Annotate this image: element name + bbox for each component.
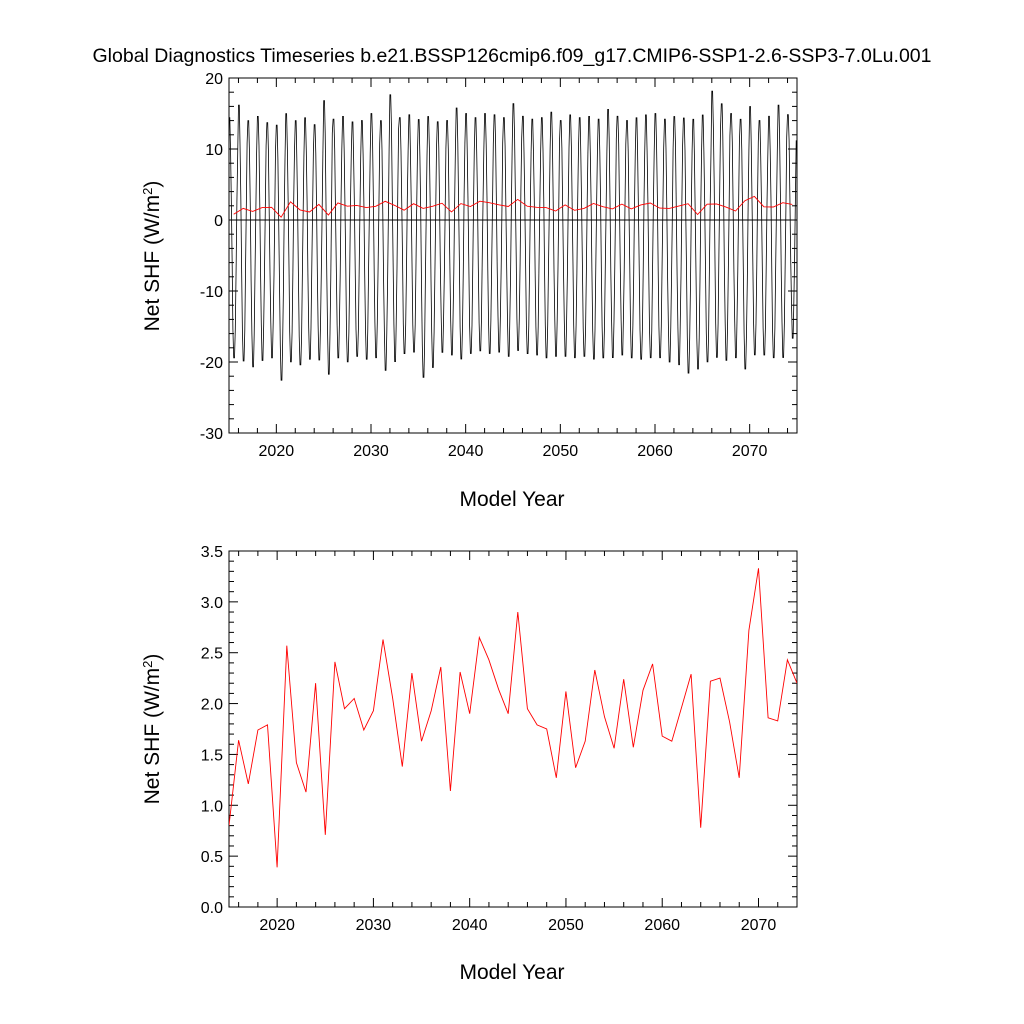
x-tick-label: 2030: [353, 443, 389, 460]
y-tick-label: 1.5: [201, 747, 223, 764]
annual-net-shf-chart: 2020 2030 2040 2050 2060 2070 0.0 0.5 1.0 1.5 2.0 2…: [140, 544, 798, 984]
y-tick-label: 3.5: [201, 544, 223, 561]
chart-title: Global Diagnostics Timeseries b.e21.BSSP…: [93, 45, 932, 67]
plot-frame: [228, 77, 798, 434]
y-tick-label: 0.0: [201, 900, 223, 917]
y-tick-label: 2.0: [201, 697, 223, 714]
x-tick-label: 2060: [637, 443, 673, 460]
x-tick-label: 2040: [452, 917, 488, 934]
y-tick-label: 2.5: [201, 646, 223, 663]
x-tick-label: 2070: [741, 917, 777, 934]
y-tick-label: 20: [205, 71, 223, 88]
x-tick-label: 2070: [732, 443, 768, 460]
x-tick-label: 2060: [644, 917, 680, 934]
x-axis-label-bottom: Model Year: [459, 961, 564, 984]
x-tick-label: 2030: [356, 917, 392, 934]
y-axis-label-top: Net SHF (W/m2): [140, 181, 165, 332]
plot-area-bottom: 2020 2030 2040 2050 2060 2070 0.0 0.5 1.0 1.5 2.0 2…: [201, 544, 798, 934]
x-tick-label: 2050: [543, 443, 579, 460]
y-tick-label: 0: [214, 213, 223, 230]
y-tick-label: 0.5: [201, 849, 223, 866]
y-tick-label: -10: [200, 284, 223, 301]
y-axis-label-bottom: Net SHF (W/m2): [140, 654, 165, 805]
y-tick-label: -30: [200, 426, 223, 443]
x-tick-label: 2020: [259, 443, 295, 460]
y-tick-label: 1.0: [201, 798, 223, 815]
y-tick-label: -20: [200, 355, 223, 372]
y-tick-label: 10: [205, 142, 223, 159]
x-tick-label: 2020: [259, 917, 295, 934]
x-tick-label: 2040: [448, 443, 484, 460]
plot-frame: [228, 550, 798, 908]
x-tick-label: 2050: [548, 917, 584, 934]
annual-mean-series-line: [229, 568, 797, 868]
plot-area-top: 2020 2030 2040 2050 2060 2070 -30 -20 -10 0 10 20: [200, 71, 798, 460]
monthly-series-line: [229, 90, 797, 381]
monthly-net-shf-chart: 2020 2030 2040 2050 2060 2070 -30 -20 -10 0 10 20 M…: [140, 71, 798, 511]
x-axis-label-top: Model Year: [459, 488, 564, 511]
y-tick-label: 3.0: [201, 595, 223, 612]
annual-mean-series-line: [233, 195, 793, 218]
